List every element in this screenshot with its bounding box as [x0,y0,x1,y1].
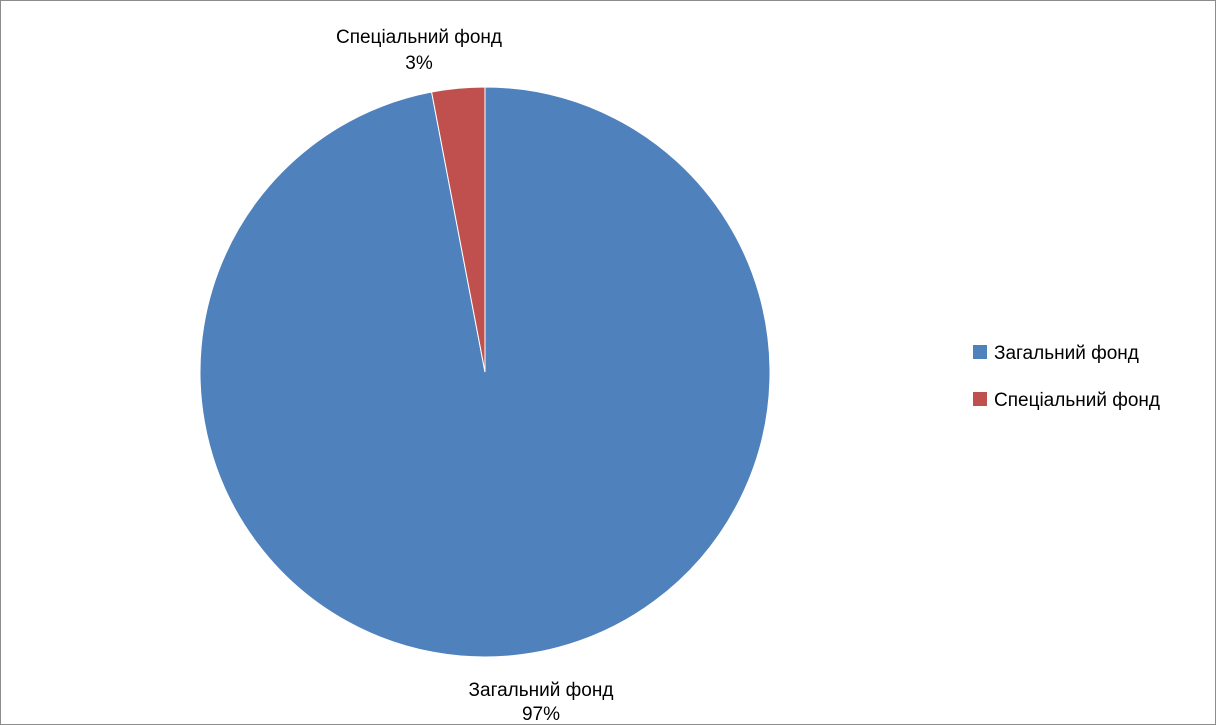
data-label-percent-1: 97% [522,704,560,724]
legend-label-1: Загальний фонд [994,343,1139,364]
pie-slice-2 [431,86,486,373]
pie-slices [199,86,771,658]
data-label-percent-2: 3% [405,53,433,74]
data-label-category-2: Спеціальний фонд [336,27,502,48]
legend-label-2: Спеціальний фонд [994,390,1160,411]
data-label-category-1: Загальний фонд [469,680,614,701]
legend: Загальний фонд Спеціальний фонд [973,343,1160,411]
legend-swatch-1 [973,345,987,359]
data-label-group-1: Загальний фонд 97% [469,680,614,724]
data-label-group-2: Спеціальний фонд 3% [336,27,502,74]
legend-swatch-2 [973,392,987,406]
